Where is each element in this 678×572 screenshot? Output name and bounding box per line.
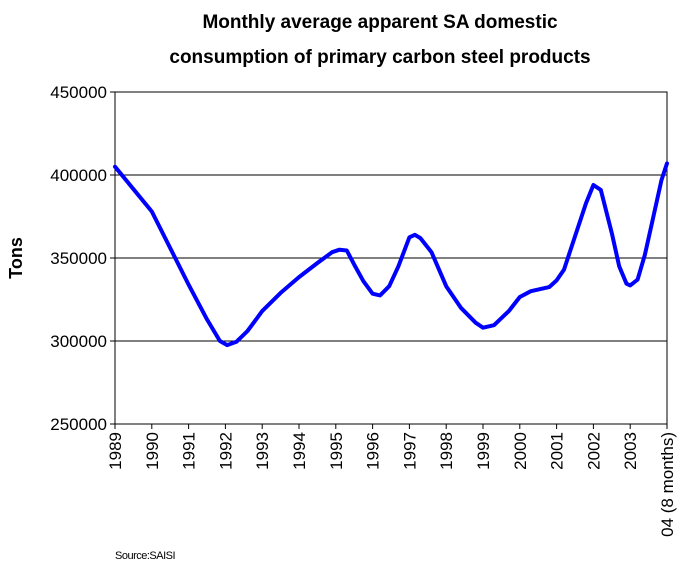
data-line [113, 161, 669, 348]
x-tick-label: 2002 [584, 432, 603, 470]
y-tick-label: 300000 [50, 332, 107, 351]
x-tick-label: 1996 [364, 432, 383, 470]
x-tick-label: 1999 [474, 432, 493, 470]
x-tick-label: 1993 [253, 432, 272, 470]
x-tick-label: 2001 [548, 432, 567, 470]
x-tick-label: 1995 [327, 432, 346, 470]
x-tick-label: 1998 [437, 432, 456, 470]
chart-title-line: Monthly average apparent SA domestic [202, 12, 558, 33]
y-tick-label: 450000 [50, 83, 107, 102]
x-tick-label: 2003 [621, 432, 640, 470]
x-tick-label: 1992 [216, 432, 235, 470]
y-tick-label: 250000 [50, 415, 107, 434]
x-tick-label: 1991 [180, 432, 199, 470]
y-tick-label: 350000 [50, 249, 107, 268]
x-tick-label: 1997 [400, 432, 419, 470]
x-tick-label: 1990 [143, 432, 162, 470]
x-tick-label: 2000 [511, 432, 530, 470]
x-tick-label: 1994 [290, 432, 309, 470]
plot-frame [114, 91, 668, 425]
x-tick-label: 04 (8 months) [658, 432, 677, 537]
source-note: Source:SAISI [115, 550, 175, 562]
y-axis-label: Tons [6, 237, 26, 279]
x-tick-label: 1989 [106, 432, 125, 470]
y-tick-label: 400000 [50, 166, 107, 185]
chart-title-line: consumption of primary carbon steel prod… [169, 47, 590, 68]
